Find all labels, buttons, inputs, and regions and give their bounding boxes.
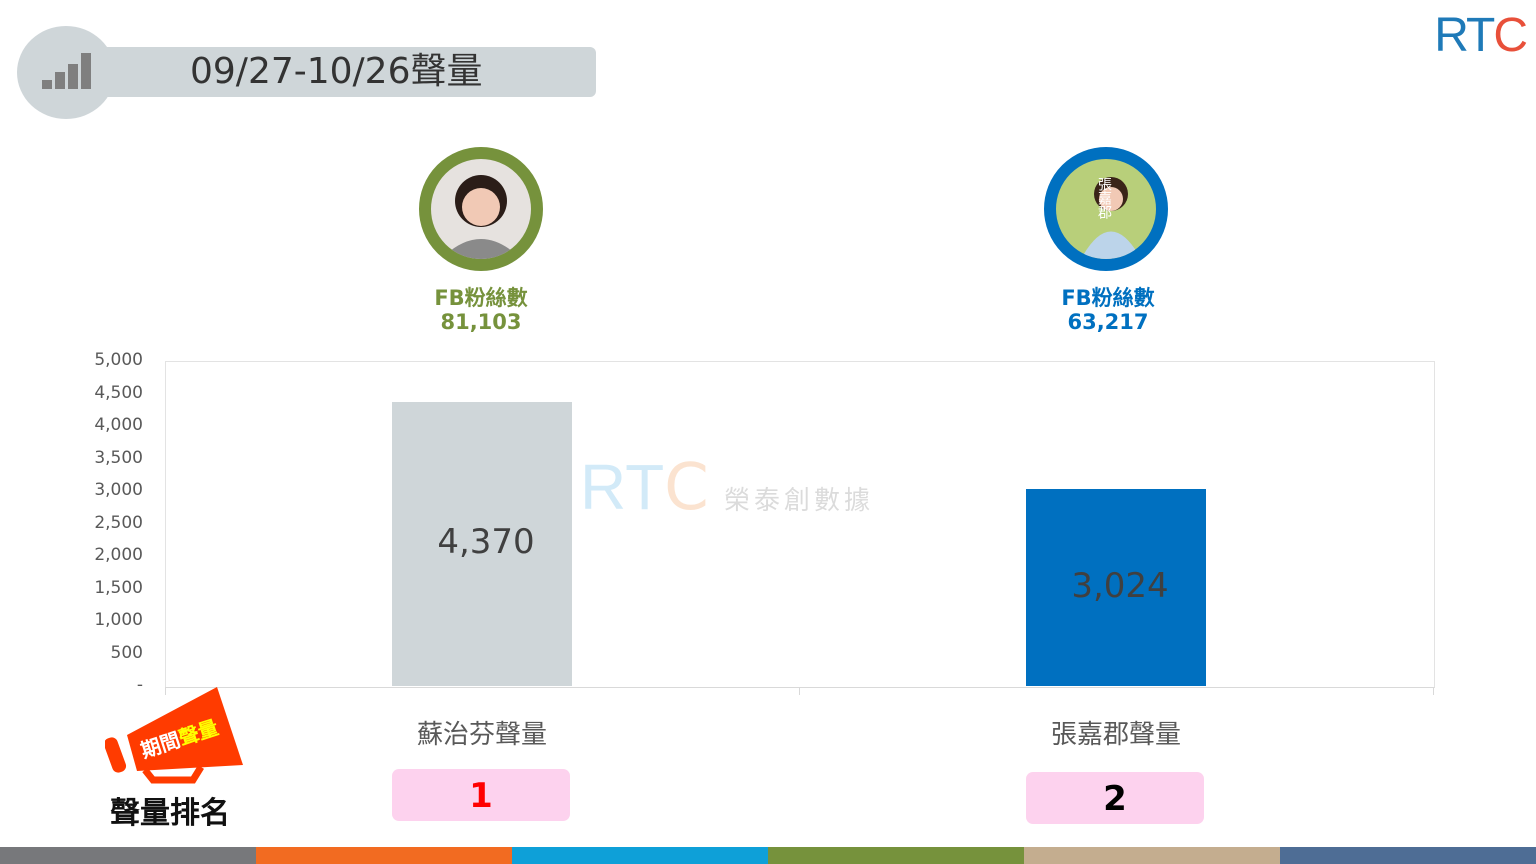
x-category-label: 蘇治芬聲量 [416,720,547,750]
bar-signal-icon [42,53,92,89]
y-tick-label: 2,500 [94,512,143,533]
footer-strip [1280,847,1536,864]
title-bar [60,47,596,97]
y-tick-label: 500 [110,642,143,663]
bar-data-label: 4,370 [437,521,535,562]
plot-area [165,361,1435,688]
y-tick-label: 4,000 [94,415,143,435]
bar-2 [1026,489,1206,686]
footer-strip [0,847,256,864]
portrait-icon [1081,177,1141,259]
footer-strip [512,847,768,864]
avatar-candidate-2: 張嘉郡 [1044,147,1168,271]
rank-badge-1: 1 [392,769,570,821]
page-title: 09/27-10/26聲量 [190,51,483,92]
bar-data-label: 3,024 [1071,565,1169,606]
x-axis-tick [799,687,800,695]
ranking-label: 聲量排名 [110,796,230,831]
fb-fans-1: 81,103 [440,310,522,334]
fb-fans-2: 63,217 [1067,310,1149,334]
y-tick-label: 5,000 [94,350,143,370]
footer-strip [768,847,1024,864]
bar-1 [392,401,572,686]
footer-strip [1024,847,1280,864]
avatar-candidate-1 [419,147,543,271]
title-icon-circle [17,26,115,119]
footer-strip [256,847,512,864]
megaphone-icon: 期間聲量 [103,685,250,785]
y-tick-label: - [136,675,143,695]
portrait-icon [441,175,521,259]
y-tick-label: 3,500 [94,447,143,468]
y-tick-label: 1,000 [94,610,143,630]
y-tick-label: 1,500 [94,577,143,598]
fb-label-2: FB粉絲數 [1061,286,1155,310]
rtc-logo: RTC [1434,9,1528,62]
x-axis-tick [165,687,166,695]
y-tick-label: 2,000 [94,545,143,565]
y-tick-label: 4,500 [94,382,143,403]
x-axis-tick [1433,687,1434,695]
photo-text: 張嘉郡 [1096,177,1112,219]
fb-label-1: FB粉絲數 [434,286,528,310]
watermark-text: 榮泰創數據 [723,486,874,516]
rank-badge-2: 2 [1026,772,1204,824]
y-tick-label: 3,000 [94,480,143,500]
x-category-label: 張嘉郡聲量 [1050,720,1181,750]
watermark: RTC 榮泰創數據 [580,451,874,525]
